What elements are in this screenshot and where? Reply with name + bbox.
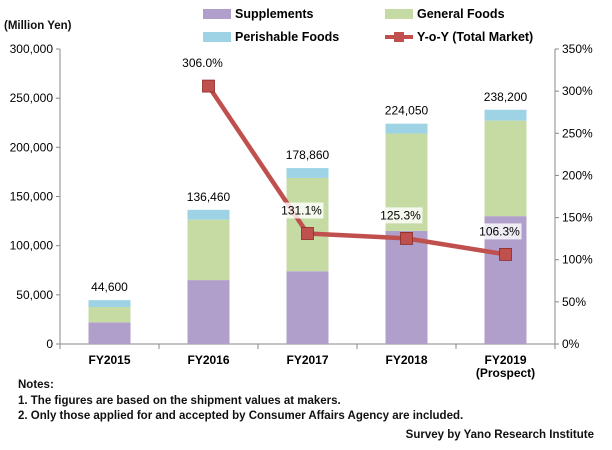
bar-perishable-foods — [484, 109, 527, 121]
y-right-tick-label: 150% — [562, 211, 593, 225]
bar-perishable-foods — [88, 300, 131, 308]
yoy-line — [206, 84, 506, 257]
legend-swatch — [203, 32, 231, 42]
total-value-label: 178,860 — [286, 148, 330, 162]
bar-general-foods — [484, 120, 527, 217]
y-right-tick-label: 200% — [562, 168, 593, 182]
total-value-label: 136,460 — [187, 190, 231, 204]
x-category-label: FY2018 — [385, 353, 427, 367]
y-left-tick-label: 250,000 — [10, 91, 54, 105]
y-left-tick-label: 300,000 — [10, 42, 54, 56]
x-category-label: FY2017 — [286, 353, 328, 367]
y-right-tick-label: 0% — [562, 337, 580, 351]
y-axis-unit-label: (Million Yen) — [4, 20, 72, 32]
y-left-tick-label: 150,000 — [10, 190, 54, 204]
legend-label: General Foods — [417, 7, 505, 21]
note-item-1: 1. The figures are based on the shipment… — [18, 394, 341, 407]
notes: Notes: 1. The figures are based on the s… — [18, 378, 463, 425]
bar-supplements — [88, 322, 131, 344]
total-value-label: 238,200 — [484, 90, 528, 104]
legend-swatch-marker — [394, 32, 404, 42]
x-category-label: FY2019 — [484, 353, 526, 367]
y-right-tick-label: 100% — [562, 253, 593, 267]
yoy-label-bg — [378, 207, 423, 224]
notes-heading: Notes: — [18, 379, 54, 391]
yoy-value-label: 125.3% — [380, 208, 421, 222]
x-category-label: FY2016 — [187, 353, 229, 367]
yoy-marker — [301, 227, 314, 240]
bar-supplements — [385, 230, 428, 344]
bar-perishable-foods — [286, 168, 329, 178]
x-category-label: (Prospect) — [476, 366, 535, 380]
y-right-tick-label: 350% — [562, 42, 593, 56]
yoy-value-label: 106.3% — [479, 224, 520, 238]
bar-perishable-foods — [187, 209, 230, 220]
source-credit: Survey by Yano Research Institute — [405, 429, 594, 441]
y-left-tick-label: 100,000 — [10, 239, 54, 253]
yoy-label-bg — [279, 202, 324, 219]
legend-swatch — [203, 9, 231, 19]
bar-supplements — [187, 280, 230, 344]
y-left-tick-label: 200,000 — [10, 140, 54, 154]
legend-swatch — [385, 9, 413, 19]
yoy-label-bg — [180, 55, 225, 72]
bar-perishable-foods — [385, 123, 428, 134]
y-left-tick-label: 50,000 — [16, 288, 53, 302]
bar-supplements — [286, 271, 329, 344]
yoy-marker — [499, 248, 512, 261]
bar-general-foods — [187, 219, 230, 281]
yoy-marker — [400, 231, 413, 245]
yoy-value-label: 131.1% — [281, 204, 322, 218]
yoy-value-label: 306.0% — [182, 56, 223, 70]
x-category-label: FY2015 — [88, 353, 130, 367]
y-right-tick-label: 50% — [562, 295, 586, 309]
legend-label: Y-o-Y (Total Market) — [417, 30, 533, 44]
y-left-tick-label: 0 — [46, 337, 53, 351]
note-item-2: 2. Only those applied for and accepted b… — [18, 410, 464, 422]
legend-label: Perishable Foods — [235, 30, 339, 44]
y-right-tick-label: 300% — [562, 84, 593, 98]
yoy-label-bg — [477, 223, 522, 240]
total-value-label: 224,050 — [385, 104, 429, 118]
bar-general-foods — [286, 177, 329, 272]
bar-general-foods — [88, 307, 131, 323]
legend-label: Supplements — [235, 7, 314, 21]
y-right-tick-label: 250% — [562, 126, 593, 140]
total-value-label: 44,600 — [91, 280, 128, 294]
yoy-marker — [202, 79, 215, 93]
